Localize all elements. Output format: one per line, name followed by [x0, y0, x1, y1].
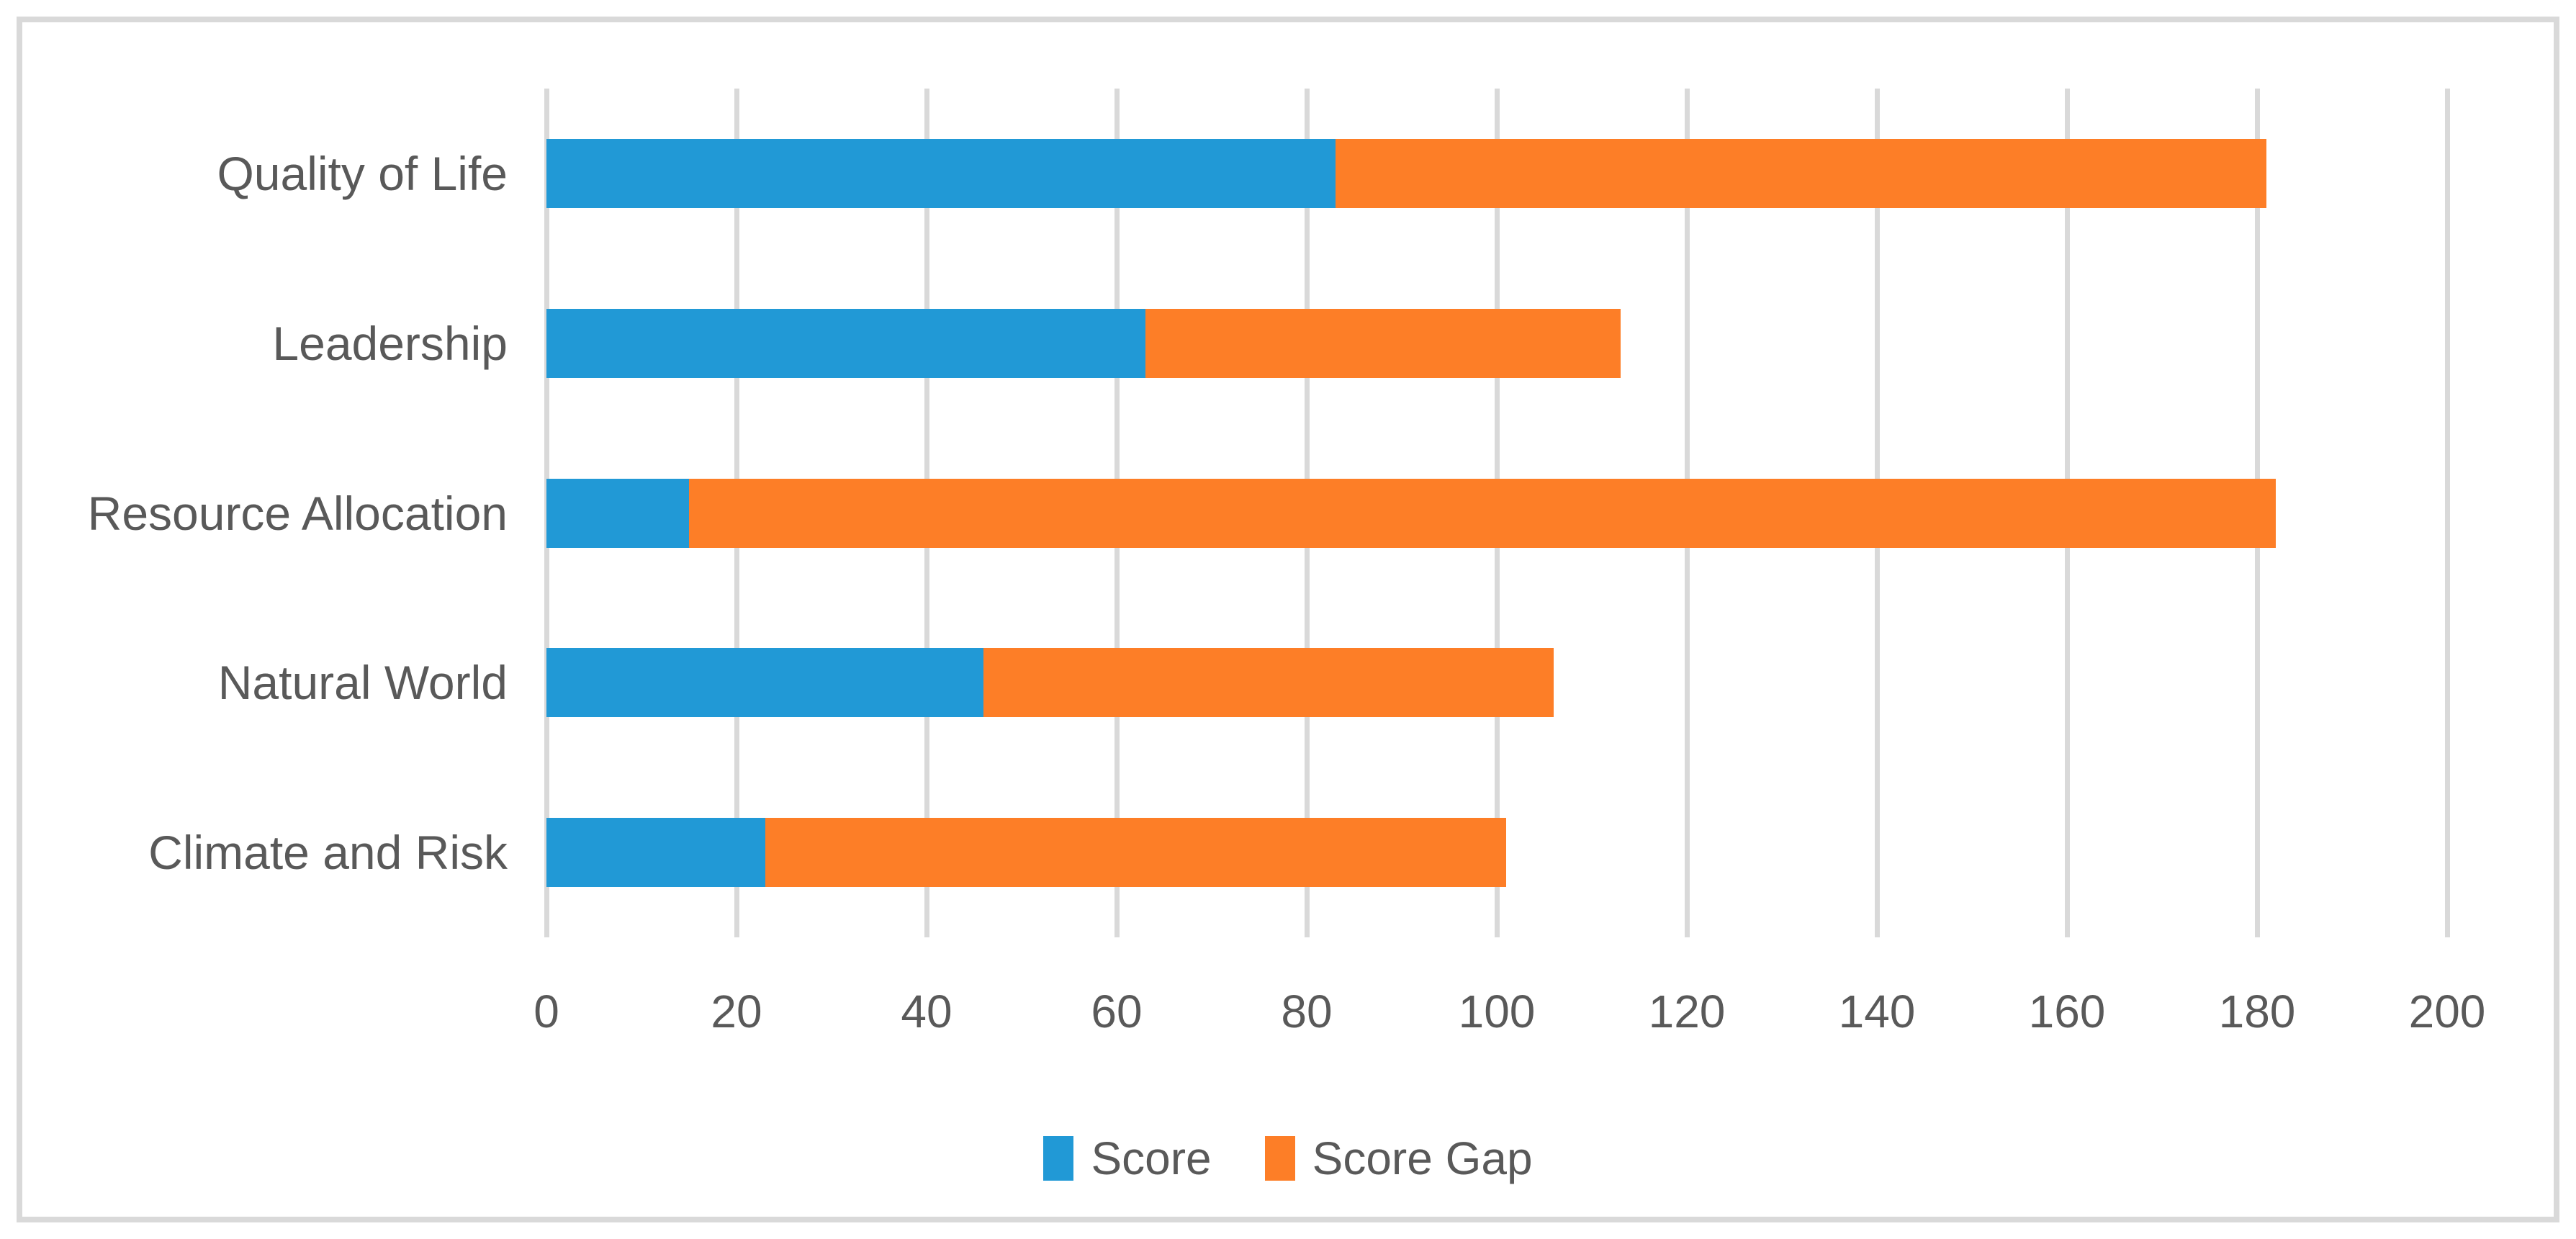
score-gap-legend-swatch-icon	[1264, 1136, 1295, 1181]
x-axis-tick-label: 140	[1838, 986, 1916, 1037]
category-label: Natural World	[217, 656, 508, 710]
x-axis-tick-label: 100	[1458, 986, 1536, 1037]
score-gap-bar-segment[interactable]	[689, 478, 2276, 548]
score-gap-bar-segment[interactable]	[765, 818, 1507, 888]
x-axis-tick-label: 60	[1091, 986, 1143, 1037]
score-legend-swatch-icon	[1043, 1136, 1074, 1181]
legend-label-score-gap: Score Gap	[1312, 1132, 1533, 1184]
score-bar-segment[interactable]	[546, 818, 765, 888]
category-label: Resource Allocation	[87, 486, 508, 540]
legend: Score Score Gap	[0, 1132, 2576, 1185]
legend-item-score[interactable]: Score	[1043, 1132, 1212, 1185]
x-axis-tick-label: 120	[1648, 986, 1726, 1037]
category-label: Climate and Risk	[148, 826, 508, 880]
x-axis-tick-label: 180	[2218, 986, 2296, 1037]
x-axis-tick-label: 20	[711, 986, 762, 1037]
score-bar-segment[interactable]	[546, 478, 689, 548]
gridline	[2444, 89, 2450, 937]
score-bar-segment[interactable]	[546, 138, 1336, 208]
x-axis-tick-label: 40	[901, 986, 953, 1037]
score-bar-segment[interactable]	[546, 648, 984, 718]
x-axis-tick-label: 0	[533, 986, 559, 1037]
score-gap-bar-segment[interactable]	[1335, 138, 2267, 208]
score-bar-segment[interactable]	[546, 308, 1145, 378]
category-label: Quality of Life	[217, 146, 508, 200]
legend-item-score-gap[interactable]: Score Gap	[1264, 1132, 1533, 1185]
x-axis-tick-label: 160	[2028, 986, 2106, 1037]
legend-label-score: Score	[1091, 1132, 1212, 1184]
score-gap-bar-segment[interactable]	[983, 648, 1554, 718]
x-axis-tick-label: 80	[1281, 986, 1333, 1037]
chart-border	[17, 17, 2559, 1222]
score-gap-bar-segment[interactable]	[1145, 308, 1621, 378]
x-axis-tick-label: 200	[2408, 986, 2486, 1037]
category-label: Leadership	[272, 316, 508, 370]
